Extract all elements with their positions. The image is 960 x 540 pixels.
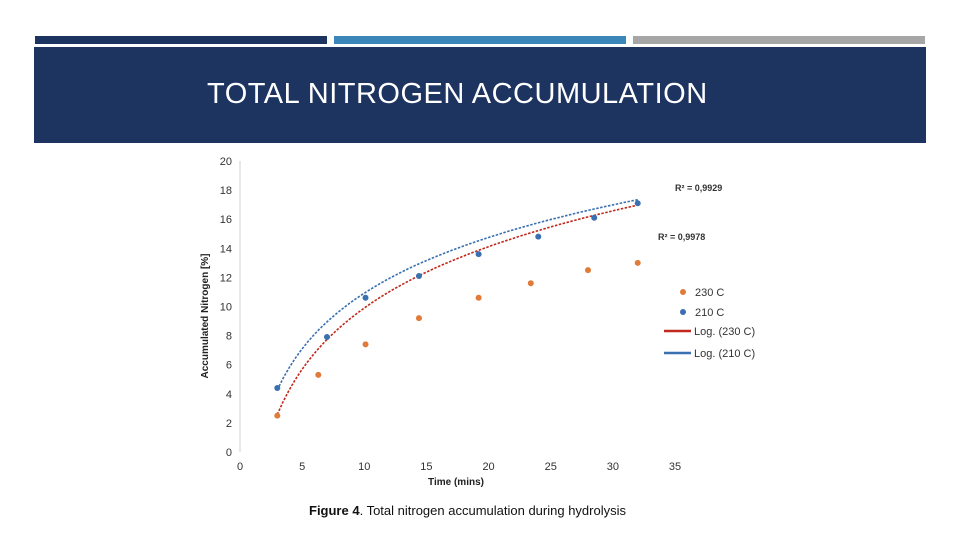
y-tick-label: 14: [220, 243, 232, 255]
legend-marker-210c: [680, 309, 686, 315]
r2-label-210c: R² = 0,9929: [675, 183, 722, 193]
data-point-210c: [535, 233, 542, 240]
data-point-230c: [475, 294, 482, 301]
data-point-210c: [324, 334, 330, 341]
data-point-230c: [362, 341, 369, 348]
data-point-230c: [274, 412, 281, 419]
x-tick-label: 20: [482, 461, 494, 473]
x-tick-label: 15: [420, 461, 432, 473]
stripe-dark: [35, 36, 327, 44]
legend-trend-label-230c: Log. (230 C): [694, 326, 755, 338]
x-tick-label: 5: [299, 461, 305, 473]
y-tick-label: 6: [226, 360, 232, 372]
legend-trend-label-210c: Log. (210 C): [694, 348, 755, 360]
y-axis-label: Accumulated Nitrogen [%]: [200, 253, 211, 378]
title-banner: [34, 47, 926, 143]
caption-text: . Total nitrogen accumulation during hyd…: [359, 503, 626, 518]
y-tick-label: 4: [226, 389, 232, 401]
y-tick-label: 10: [220, 302, 232, 314]
y-tick-label: 12: [220, 272, 232, 284]
data-point-210c: [362, 294, 369, 301]
data-point-230c: [527, 280, 534, 287]
caption-label: Figure 4: [309, 503, 360, 518]
trendline-210c: [276, 198, 638, 391]
data-point-210c: [591, 214, 598, 221]
y-tick-label: 8: [226, 331, 232, 343]
data-point-230c: [585, 267, 591, 274]
figure-caption: Figure 4. Total nitrogen accumulation du…: [309, 503, 626, 518]
x-tick-label: 0: [237, 461, 243, 473]
data-point-230c: [415, 315, 422, 322]
y-tick-label: 18: [220, 185, 232, 197]
y-tick-label: 2: [226, 418, 232, 430]
x-tick-label: 25: [545, 461, 557, 473]
r2-label-230c: R² = 0,9978: [658, 232, 705, 242]
stripe-blue: [334, 36, 626, 44]
data-point-210c: [475, 251, 482, 258]
x-tick-label: 10: [358, 461, 370, 473]
data-point-210c: [415, 272, 422, 279]
x-tick-label: 30: [607, 461, 619, 473]
slide-title: TOTAL NITROGEN ACCUMULATION: [207, 78, 708, 110]
legend-marker-230c: [680, 289, 686, 295]
data-point-210c: [274, 384, 281, 391]
legend-label-230c: 230 C: [695, 287, 724, 299]
x-tick-label: 35: [669, 461, 681, 473]
y-tick-label: 20: [220, 156, 232, 168]
stripe-gray: [633, 36, 925, 44]
y-tick-label: 0: [226, 447, 232, 459]
y-tick-label: 16: [220, 214, 232, 226]
legend-label-210c: 210 C: [695, 307, 724, 319]
trendline-230c: [276, 204, 638, 415]
data-point-230c: [634, 259, 641, 266]
data-point-230c: [315, 371, 322, 378]
x-axis-label: Time (mins): [428, 477, 484, 488]
data-point-210c: [634, 200, 641, 207]
